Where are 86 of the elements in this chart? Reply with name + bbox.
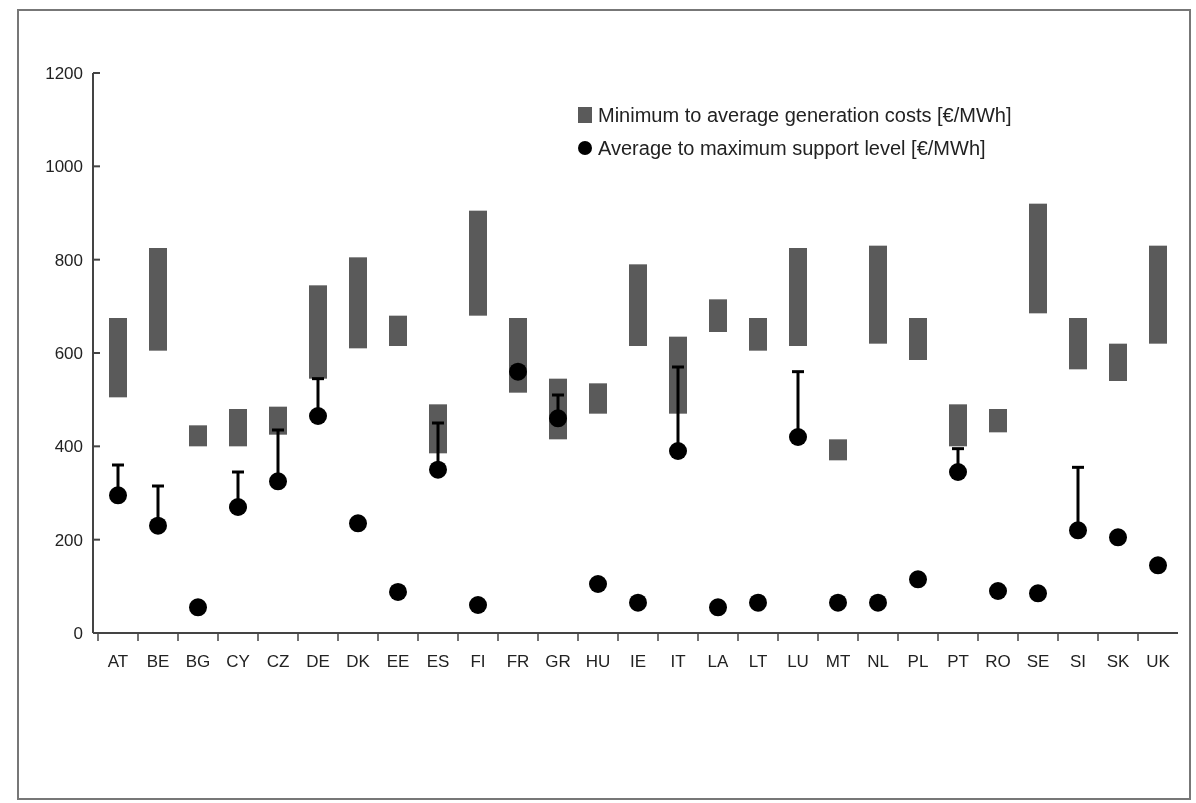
y-tick-label: 1000 [45,157,83,177]
bar [1069,318,1087,370]
legend-label: Average to maximum support level [€/MWh] [598,137,986,159]
x-tick-label: LA [707,652,730,671]
x-tick-label: DE [306,652,330,671]
point [789,428,807,446]
bar [109,318,127,398]
x-tick-label: CY [226,652,250,671]
x-tick-label: IT [670,652,686,671]
point [1109,528,1127,547]
point [469,596,487,614]
bar [309,285,327,379]
x-tick-label: SK [1106,652,1130,671]
x-tick-label: EE [386,652,410,671]
x-tick-label: HU [585,652,611,671]
x-tick-label: MT [825,652,851,671]
bar [989,409,1007,433]
point [189,598,207,617]
point [749,593,767,612]
x-tick-label: BE [146,652,170,671]
x-tick-label: FR [506,652,530,671]
point [709,598,727,617]
bar [389,315,407,346]
x-tick-label: SI [1069,652,1087,671]
point [869,593,887,612]
y-tick-label: 1200 [45,63,83,83]
x-tick-label: BG [185,652,211,671]
y-tick-label: 400 [54,437,83,457]
bar [789,248,807,346]
bar [589,383,607,414]
point [549,409,567,428]
x-tick-label: PT [947,652,969,671]
x-tick-label: AT [107,652,129,671]
point [989,582,1007,600]
x-tick-label: DK [346,652,371,671]
bar [869,245,887,344]
point [509,362,527,381]
bar [1029,203,1047,314]
point [149,516,167,535]
bar [629,264,647,346]
bar [749,318,767,351]
point [1029,584,1047,603]
x-tick-label: FI [470,652,486,671]
point [589,575,607,593]
bar [229,409,247,447]
point [229,498,247,516]
point [309,407,327,425]
bar [1149,245,1167,344]
x-tick-label: LU [787,652,809,671]
x-tick-label: PL [907,652,929,671]
point [949,463,967,481]
bar [949,404,967,447]
x-tick-label: NL [867,652,889,671]
point [1149,556,1167,575]
bar [829,439,847,461]
y-tick-label: 800 [54,250,83,270]
x-tick-label: ES [426,652,450,671]
x-tick-label: GR [545,652,571,671]
point [629,593,647,612]
point [109,486,127,505]
bar [349,257,367,349]
bar [909,318,927,360]
bar [189,425,207,447]
y-tick-label: 600 [54,343,83,363]
x-tick-label: UK [1146,652,1171,671]
point [909,570,927,589]
bar [709,299,727,332]
x-tick-label: SE [1026,652,1050,671]
bar [1109,343,1127,381]
point [1069,521,1087,540]
y-tick-label: 200 [54,530,83,550]
point [269,472,287,491]
y-tick-label: 0 [73,623,83,643]
point [669,442,687,460]
point [389,582,407,601]
point [349,514,367,533]
x-tick-label: LT [748,652,768,671]
x-tick-label: CZ [266,652,290,671]
bar [469,210,487,316]
x-tick-label: IE [629,652,647,671]
legend-label: Minimum to average generation costs [€/MWh] [598,104,1012,126]
bar [149,248,167,351]
point [429,460,447,479]
x-tick-label: RO [985,652,1011,671]
point [829,593,847,612]
bar [269,406,287,435]
